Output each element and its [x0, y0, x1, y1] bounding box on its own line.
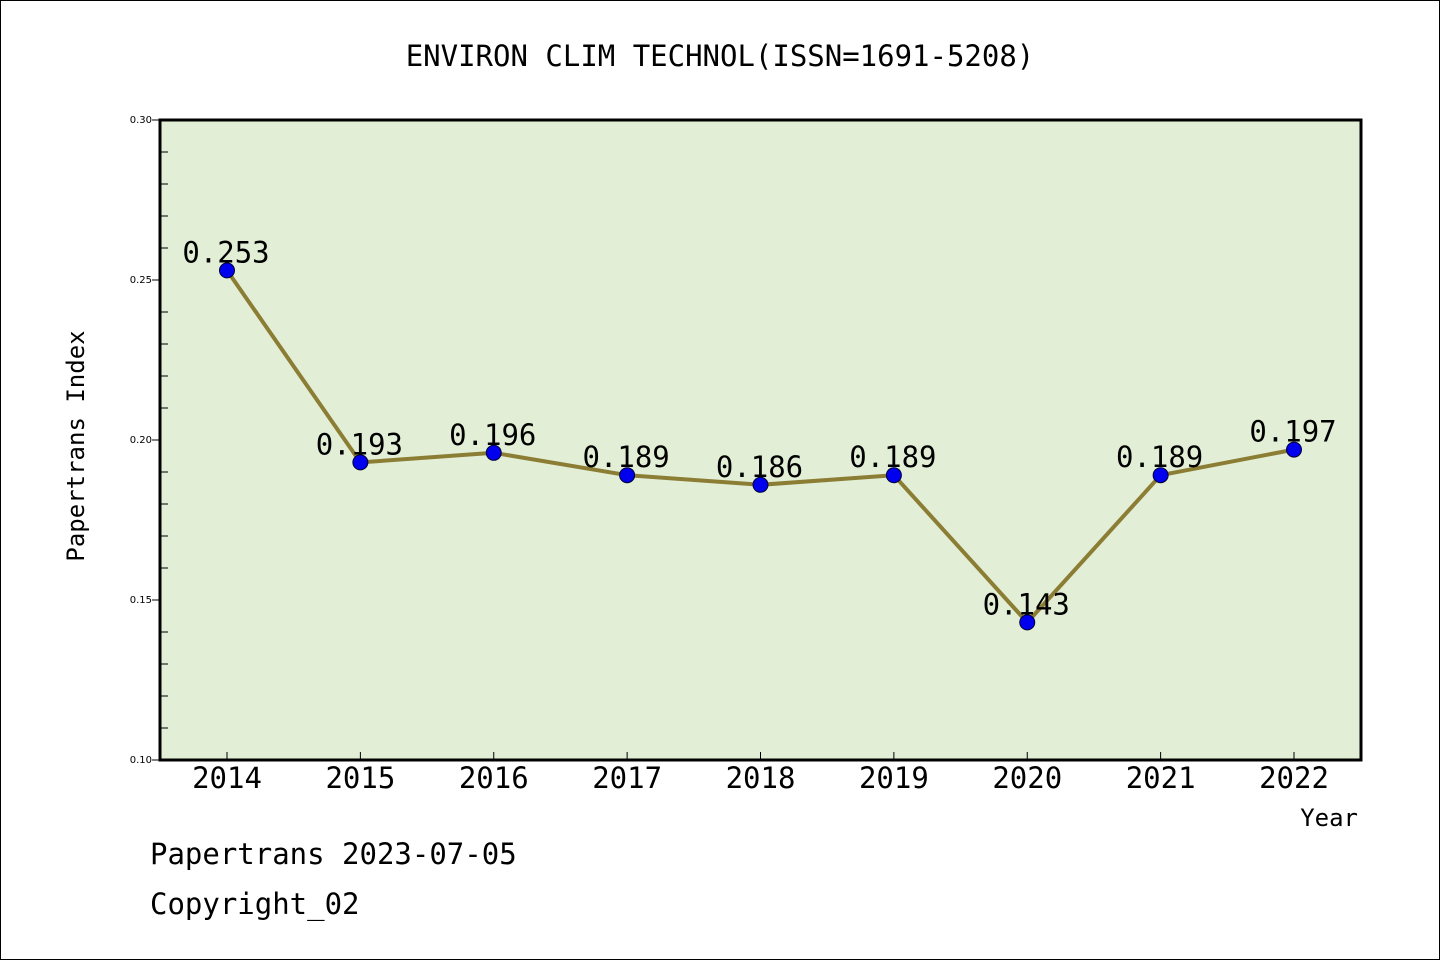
y-axis-label: Papertrans Index	[62, 330, 90, 561]
y-tick-label: 0.10	[130, 755, 152, 766]
data-label: 0.143	[983, 587, 1070, 621]
y-tick-label: 0.20	[130, 435, 152, 446]
data-point	[352, 454, 369, 471]
y-axis: 0.10 0.15 0.20 0.25 0.30	[130, 115, 168, 766]
data-point	[885, 467, 902, 484]
data-label: 0.197	[1249, 415, 1336, 449]
data-label: 0.186	[716, 450, 803, 484]
data-label: 0.196	[449, 418, 536, 452]
x-tick-label: 2022	[1259, 761, 1329, 795]
chart-title: ENVIRON CLIM TECHNOL(ISSN=1691-5208)	[406, 39, 1035, 73]
x-tick-label: 2015	[325, 761, 395, 795]
data-point	[219, 262, 235, 279]
y-tick-label: 0.25	[130, 275, 152, 286]
x-tick-label: 2019	[859, 761, 929, 795]
data-label: 0.189	[582, 440, 669, 474]
x-tick-label: 2016	[459, 761, 529, 795]
data-point	[1019, 614, 1036, 631]
footer-copyright-text: Copyright_02	[150, 887, 360, 922]
x-tick-label: 2021	[1126, 761, 1196, 795]
data-point	[1286, 441, 1302, 458]
x-tick-label: 2020	[992, 761, 1062, 795]
data-labels: 0.253 0.193 0.196 0.189 0.186 0.189 0.143 0.189…	[182, 235, 1336, 621]
y-tick-label: 0.30	[130, 115, 152, 126]
plot-area	[158, 118, 1363, 762]
data-label: 0.253	[182, 235, 269, 269]
data-point	[619, 467, 636, 484]
data-label: 0.193	[316, 427, 403, 461]
data-point	[752, 476, 769, 493]
x-tick-label: 2014	[192, 761, 262, 795]
y-tick-label: 0.15	[130, 595, 152, 606]
series-0	[219, 262, 1302, 631]
data-point	[1152, 467, 1169, 484]
footer-date-text: Papertrans 2023-07-05	[150, 837, 517, 871]
x-axis: 2014 2015 2016 2017 2018 2019 2020 2021 2022	[192, 752, 1329, 795]
x-axis-label: Year	[1300, 804, 1358, 832]
data-label: 0.189	[849, 440, 936, 474]
data-label: 0.189	[1116, 440, 1203, 474]
x-tick-label: 2017	[592, 761, 662, 795]
data-point	[485, 444, 502, 461]
x-tick-label: 2018	[726, 761, 796, 795]
